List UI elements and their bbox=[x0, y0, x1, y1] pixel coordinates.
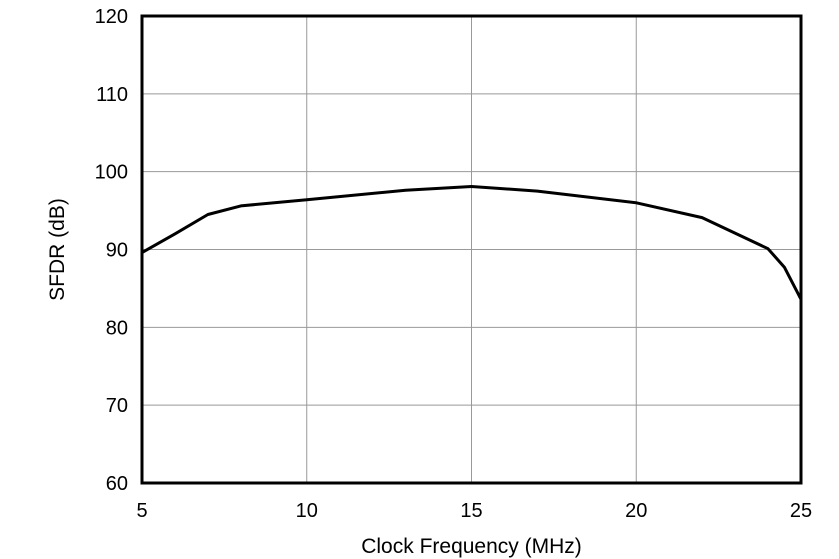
y-tick-label: 90 bbox=[106, 240, 128, 262]
y-axis-tick-labels: 60 70 80 90 100 110 120 bbox=[95, 6, 128, 495]
x-axis-tick-labels: 5 10 15 20 25 bbox=[136, 500, 812, 522]
x-tick-label: 20 bbox=[625, 500, 647, 522]
y-tick-label: 70 bbox=[106, 395, 128, 417]
x-tick-label: 10 bbox=[296, 500, 318, 522]
x-axis-title: Clock Frequency (MHz) bbox=[361, 535, 582, 558]
x-tick-label: 25 bbox=[790, 500, 812, 522]
y-tick-label: 120 bbox=[95, 6, 128, 28]
plot-area-frame bbox=[140, 14, 803, 485]
data-series bbox=[141, 185, 803, 300]
y-tick-label: 80 bbox=[106, 317, 128, 339]
x-tick-label: 15 bbox=[460, 500, 482, 522]
x-tick-label: 5 bbox=[136, 500, 147, 522]
y-axis-title: SFDR (dB) bbox=[46, 198, 69, 301]
y-tick-label: 60 bbox=[106, 473, 128, 495]
y-tick-label: 110 bbox=[96, 84, 128, 106]
y-tick-label: 100 bbox=[95, 162, 128, 184]
grid-lines bbox=[142, 16, 801, 483]
sfdr-line bbox=[141, 185, 803, 300]
